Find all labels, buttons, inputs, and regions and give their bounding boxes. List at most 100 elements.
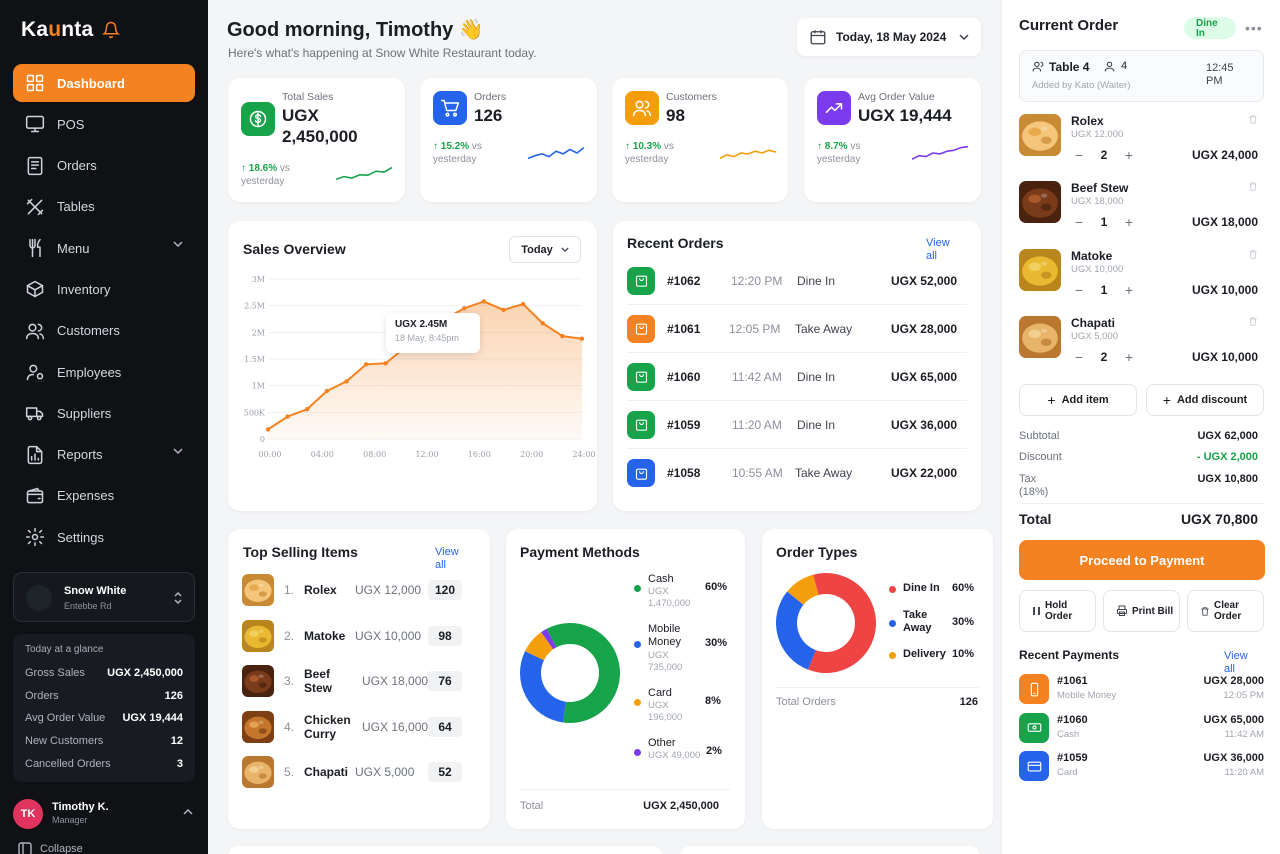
- plus-button[interactable]: +: [1124, 348, 1134, 365]
- sidebar-item-orders[interactable]: Orders: [13, 147, 195, 185]
- kpi-value: 98: [666, 106, 685, 125]
- item-rank: 5.: [284, 765, 295, 779]
- order-row[interactable]: #1062 12:20 PM Dine In UGX 52,000: [627, 257, 967, 305]
- plus-button[interactable]: +: [1124, 147, 1134, 163]
- plus-button[interactable]: +: [1124, 214, 1134, 231]
- trash-icon[interactable]: [1248, 249, 1258, 260]
- minus-button[interactable]: −: [1074, 147, 1084, 163]
- data-point[interactable]: [285, 414, 290, 419]
- donut-slice[interactable]: [787, 574, 819, 605]
- order-row[interactable]: #1060 11:42 AM Dine In UGX 65,000: [627, 353, 967, 401]
- view-all-link[interactable]: View all: [926, 237, 950, 262]
- brand-logo[interactable]: Kaunta: [21, 18, 121, 42]
- kpi-card-total-sales[interactable]: Total Sales UGX 2,450,000 ↑ 18.6% vs yester…: [228, 78, 405, 202]
- branch-selector[interactable]: Snow White Entebbe Rd: [13, 572, 195, 622]
- print-bill-button[interactable]: Print Bill: [1103, 590, 1180, 632]
- data-point[interactable]: [383, 361, 388, 366]
- date-picker[interactable]: Today, 18 May 2024: [797, 18, 981, 56]
- chevron-up-icon: [183, 809, 193, 815]
- more-icon[interactable]: •••: [1245, 20, 1263, 36]
- data-point[interactable]: [560, 333, 565, 339]
- order-row[interactable]: #1058 10:55 AM Take Away UGX 22,000: [627, 449, 967, 497]
- kpi-card-avg-order-value[interactable]: Avg Order Value UGX 19,444 ↑ 8.7% vs yester…: [804, 78, 981, 202]
- order-row[interactable]: #1061 12:05 PM Take Away UGX 28,000: [627, 305, 967, 353]
- quantity-value: 1: [1100, 282, 1108, 297]
- user-role: Manager: [52, 815, 88, 825]
- donut-slice[interactable]: [776, 591, 816, 670]
- sidebar-item-dashboard[interactable]: Dashboard: [13, 64, 195, 102]
- item-price: UGX 5,000: [355, 765, 415, 779]
- minus-button[interactable]: −: [1074, 214, 1084, 231]
- payment-row[interactable]: #1060 Cash UGX 65,000 11:42 AM: [1019, 711, 1264, 747]
- top-item-row[interactable]: 3. Beef Stew UGX 18,000 76: [242, 659, 476, 703]
- order-item[interactable]: Beef Stew UGX 18,000−1 + UGX 18,000: [1019, 181, 1264, 248]
- order-types-card: Order Types Dine In 60% Take Away 30% Deliver…: [762, 529, 993, 829]
- order-row[interactable]: #1059 11:20 AM Dine In UGX 36,000: [627, 401, 967, 449]
- data-point[interactable]: [481, 299, 487, 304]
- sidebar-item-settings[interactable]: Settings: [13, 518, 195, 556]
- period-select[interactable]: Today: [509, 236, 581, 263]
- clear-order-button[interactable]: Clear Order: [1187, 590, 1264, 632]
- user-profile[interactable]: TK Timothy K. Manager: [13, 797, 195, 831]
- kpi-label: Customers: [666, 91, 717, 103]
- proceed-to-payment-button[interactable]: Proceed to Payment: [1019, 540, 1265, 580]
- trash-icon[interactable]: [1248, 114, 1258, 125]
- table-info[interactable]: Table 4 4 Added by Kato (Waiter) 12:45 PM: [1019, 50, 1264, 102]
- kpi-card-customers[interactable]: Customers 98 ↑ 10.3% vs yesterday: [612, 78, 788, 202]
- kpi-value: UGX 2,450,000: [282, 106, 358, 146]
- view-all-link[interactable]: View all: [435, 546, 459, 571]
- collapse-button[interactable]: Collapse: [18, 842, 83, 854]
- status-badge[interactable]: Dine In: [1184, 17, 1236, 39]
- minus-button[interactable]: −: [1074, 281, 1084, 298]
- trash-icon[interactable]: [1248, 181, 1258, 192]
- data-point[interactable]: [579, 336, 585, 341]
- sidebar-item-tables[interactable]: Tables: [13, 188, 195, 226]
- donut-slice[interactable]: [525, 632, 554, 661]
- area-fill: [268, 301, 582, 439]
- bell-icon[interactable]: [102, 21, 121, 39]
- order-item[interactable]: Matoke UGX 10,000−1 + UGX 10,000: [1019, 248, 1264, 316]
- payment-row[interactable]: #1061 Mobile Money UGX 28,000 12:05 PM: [1019, 672, 1264, 708]
- data-point[interactable]: [462, 306, 467, 311]
- sidebar-item-reports[interactable]: Reports: [13, 436, 195, 474]
- sidebar-item-pos[interactable]: POS: [13, 105, 195, 143]
- data-point[interactable]: [265, 427, 271, 432]
- top-item-row[interactable]: 5. Chapati UGX 5,000 52: [242, 750, 476, 794]
- add-discount-button[interactable]: + Add discount: [1146, 384, 1264, 416]
- plus-button[interactable]: +: [1124, 281, 1134, 298]
- minus-button[interactable]: −: [1074, 348, 1084, 365]
- data-point[interactable]: [363, 362, 369, 367]
- recent-orders-card: Recent Orders View all #1062 12:20 PM Dine …: [613, 221, 981, 511]
- sidebar-item-expenses[interactable]: Expenses: [13, 477, 195, 515]
- donut-slice[interactable]: [808, 573, 876, 673]
- data-point[interactable]: [520, 301, 526, 307]
- sidebar-item-menu[interactable]: Menu: [13, 229, 195, 267]
- sidebar-item-employees[interactable]: Employees: [13, 353, 195, 391]
- quantity-stepper: − 2 +: [1071, 145, 1137, 165]
- sidebar-item-customers[interactable]: Customers: [13, 312, 195, 350]
- donut-slice[interactable]: [541, 628, 557, 650]
- hold-order-button[interactable]: Hold Order: [1019, 590, 1096, 632]
- data-point[interactable]: [501, 307, 506, 313]
- add-item-button[interactable]: + Add item: [1019, 384, 1137, 416]
- order-item[interactable]: Rolex UGX 12,000 − 2 + UGX 24,000: [1019, 114, 1264, 181]
- donut-slice[interactable]: [520, 651, 566, 723]
- payment-row[interactable]: #1059 Card UGX 36,000 11:20 AM: [1019, 749, 1264, 785]
- data-point[interactable]: [344, 379, 349, 384]
- donut-slice[interactable]: [546, 623, 620, 723]
- legend-item: Delivery 10%: [889, 648, 979, 678]
- trash-icon[interactable]: [1248, 316, 1258, 327]
- top-item-row[interactable]: 2. Matoke UGX 10,000 98: [242, 614, 476, 658]
- order-item[interactable]: Chapati UGX 5,000 − 2 + UGX 10,000: [1019, 315, 1264, 383]
- kpi-card-orders[interactable]: Orders 126 ↑ 15.2% vs yesterday: [420, 78, 597, 202]
- sidebar-item-inventory[interactable]: Inventory: [13, 270, 195, 308]
- top-item-row[interactable]: 1. Rolex UGX 12,000 120: [242, 568, 476, 612]
- data-point[interactable]: [305, 406, 310, 412]
- view-all-link[interactable]: View all: [1224, 650, 1248, 675]
- sidebar-item-suppliers[interactable]: Suppliers: [13, 394, 195, 432]
- top-item-row[interactable]: 4. Chicken Curry UGX 16,000 64: [242, 705, 476, 749]
- data-point[interactable]: [324, 388, 330, 394]
- data-point[interactable]: [540, 321, 545, 326]
- payment-id: #1060: [1057, 713, 1088, 726]
- glance-label: Gross Sales: [25, 667, 85, 680]
